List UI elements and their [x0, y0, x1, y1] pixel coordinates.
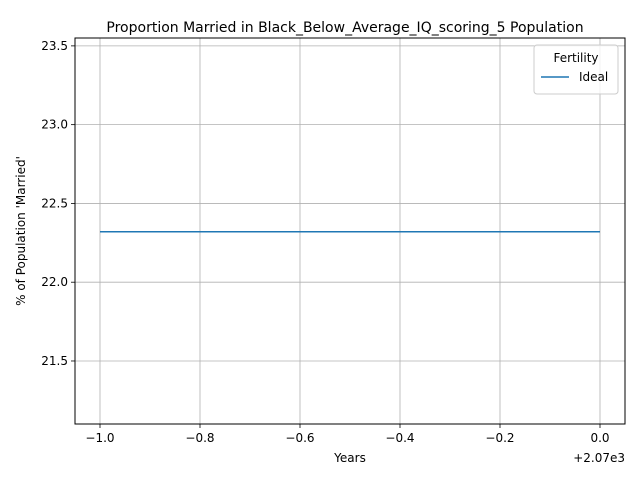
grid: [75, 38, 625, 424]
plot-frame: [74, 37, 626, 425]
y-tick-label: 21.5: [41, 354, 68, 368]
legend: Fertility Ideal: [533, 44, 619, 95]
x-tick-label: −1.0: [85, 431, 114, 445]
legend-title: Fertility: [553, 51, 598, 65]
y-tick-label: 23.5: [41, 39, 68, 53]
y-tick-label: 23.0: [41, 118, 68, 132]
x-axis-ticks: −1.0 −0.8 −0.6 −0.4 −0.2 0.0: [85, 424, 610, 445]
x-tick-label: −0.4: [385, 431, 414, 445]
y-tick-label: 22.5: [41, 196, 68, 210]
x-tick-label: −0.8: [185, 431, 214, 445]
x-tick-label: −0.2: [485, 431, 514, 445]
y-axis-ticks: 21.5 22.0 22.5 23.0 23.5: [41, 39, 75, 368]
chart-title: Proportion Married in Black_Below_Averag…: [106, 20, 583, 36]
x-axis-label: Years: [333, 451, 366, 465]
legend-item-label: Ideal: [579, 70, 608, 84]
y-axis-label: % of Population 'Married': [14, 156, 28, 306]
x-tick-label: −0.6: [285, 431, 314, 445]
y-tick-label: 22.0: [41, 275, 68, 289]
x-axis-offset-label: +2.07e3: [573, 451, 625, 465]
x-tick-label: 0.0: [590, 431, 609, 445]
legend-box: [533, 44, 619, 95]
